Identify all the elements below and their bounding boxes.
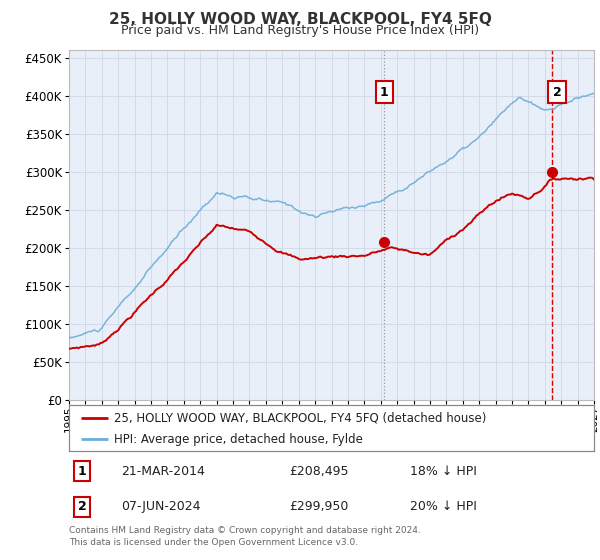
Text: Price paid vs. HM Land Registry's House Price Index (HPI): Price paid vs. HM Land Registry's House … (121, 24, 479, 37)
Text: 1: 1 (380, 86, 389, 99)
Text: HPI: Average price, detached house, Fylde: HPI: Average price, detached house, Fyld… (113, 433, 362, 446)
Text: 1: 1 (78, 465, 86, 478)
Text: 2: 2 (78, 500, 86, 513)
Text: 25, HOLLY WOOD WAY, BLACKPOOL, FY4 5FQ: 25, HOLLY WOOD WAY, BLACKPOOL, FY4 5FQ (109, 12, 491, 27)
Text: 07-JUN-2024: 07-JUN-2024 (121, 500, 201, 513)
Text: £299,950: £299,950 (290, 500, 349, 513)
Text: 20% ↓ HPI: 20% ↓ HPI (410, 500, 477, 513)
Text: £208,495: £208,495 (290, 465, 349, 478)
Text: 21-MAR-2014: 21-MAR-2014 (121, 465, 205, 478)
Text: 18% ↓ HPI: 18% ↓ HPI (410, 465, 477, 478)
Text: 2: 2 (553, 86, 561, 99)
Text: 25, HOLLY WOOD WAY, BLACKPOOL, FY4 5FQ (detached house): 25, HOLLY WOOD WAY, BLACKPOOL, FY4 5FQ (… (113, 411, 486, 424)
Text: Contains HM Land Registry data © Crown copyright and database right 2024.
This d: Contains HM Land Registry data © Crown c… (69, 526, 421, 547)
